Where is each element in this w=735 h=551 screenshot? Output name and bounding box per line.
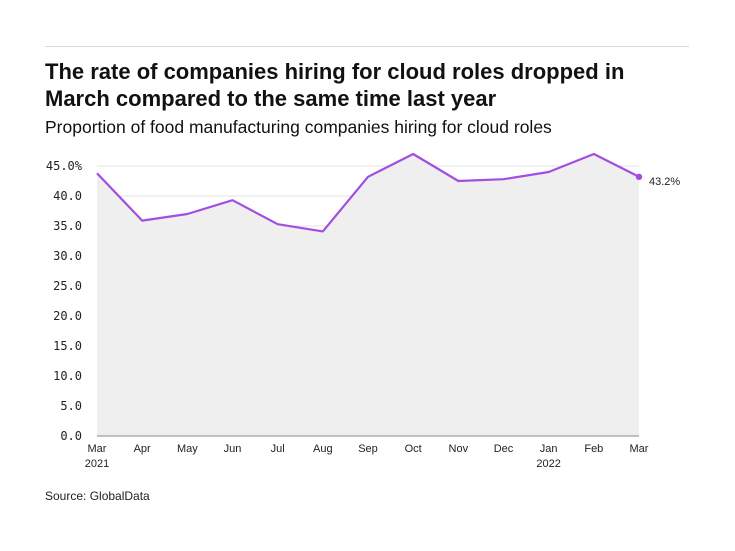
y-tick-label: 25.0: [53, 279, 82, 293]
series-line: [96, 152, 640, 233]
y-tick-label: 0.0: [60, 429, 82, 443]
x-tick-label: Feb: [584, 443, 603, 455]
y-axis-ticks: 0.0 5.0 10.0 15.0 20.0 25.0 30.0 35.0 40.0 45.0%: [46, 159, 83, 443]
y-tick-label: 10.0: [53, 369, 82, 383]
end-point-marker: [635, 173, 643, 180]
x-tick-label: Apr: [134, 443, 151, 455]
x-tick-label: Jan: [540, 443, 558, 455]
source-note: Source: GlobalData: [45, 489, 150, 503]
x-tick-label: Dec: [494, 443, 514, 455]
x-tick-label: Oct: [405, 443, 422, 455]
x-tick-label: Jun: [224, 443, 242, 455]
y-tick-label: 15.0: [53, 339, 82, 353]
x-tick-label: Mar: [630, 443, 649, 455]
chart-title: The rate of companies hiring for cloud r…: [45, 59, 625, 111]
y-tick-label: 35.0: [53, 219, 82, 233]
x-tick-label: May: [177, 443, 198, 455]
y-tick-label: 20.0: [53, 309, 82, 323]
x-year-label: 2021: [85, 458, 109, 470]
x-year-label: 2022: [536, 458, 560, 470]
x-axis-ticks: Mar 2021 Apr May Jun Jul Aug Sep Oct Nov Dec Jan 202…: [85, 443, 649, 470]
y-tick-label: 5.0: [60, 399, 82, 413]
x-tick-label: Mar: [88, 443, 107, 455]
x-tick-label: Aug: [313, 443, 333, 455]
x-tick-label: Nov: [449, 443, 469, 455]
chart-subtitle: Proportion of food manufacturing compani…: [45, 117, 552, 137]
y-tick-label: 40.0: [53, 189, 82, 203]
y-tick-label: 45.0%: [46, 159, 83, 173]
y-tick-label: 30.0: [53, 249, 82, 263]
x-tick-label: Jul: [271, 443, 285, 455]
area-fill: [97, 154, 639, 436]
end-value-label: 43.2%: [649, 176, 680, 188]
x-tick-label: Sep: [358, 443, 378, 455]
top-rule: [45, 46, 689, 47]
